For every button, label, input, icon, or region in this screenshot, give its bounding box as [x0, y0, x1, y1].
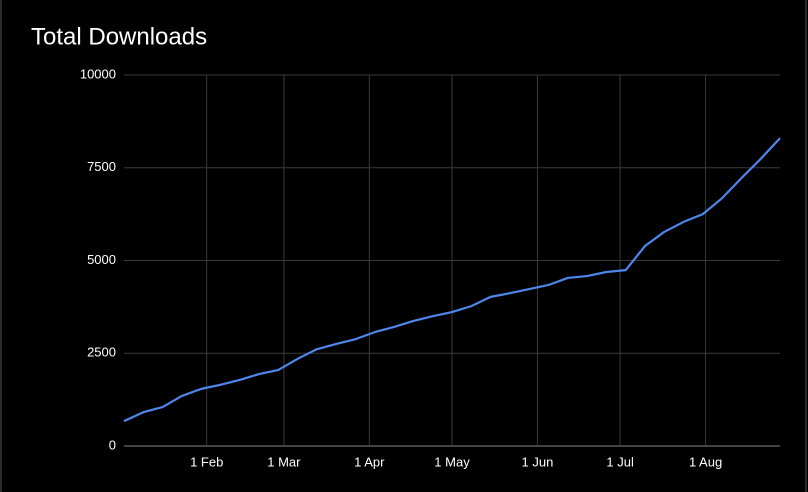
- y-tick-label: 0: [109, 437, 116, 452]
- y-tick-label: 10000: [80, 66, 116, 81]
- y-tick-label: 5000: [87, 252, 116, 267]
- x-tick-label: 1 Jun: [522, 454, 554, 469]
- chart-title: Total Downloads: [31, 23, 207, 50]
- y-tick-label: 7500: [87, 159, 116, 174]
- x-tick-label: 1 Mar: [267, 454, 301, 469]
- x-tick-label: 1 Aug: [689, 454, 722, 469]
- y-tick-label: 2500: [87, 345, 116, 360]
- x-tick-label: 1 Jul: [606, 454, 634, 469]
- x-tick-label: 1 Apr: [354, 454, 385, 469]
- data-line: [123, 137, 781, 423]
- x-tick-label: 1 May: [434, 454, 470, 469]
- x-tick-label: 1 Feb: [190, 454, 223, 469]
